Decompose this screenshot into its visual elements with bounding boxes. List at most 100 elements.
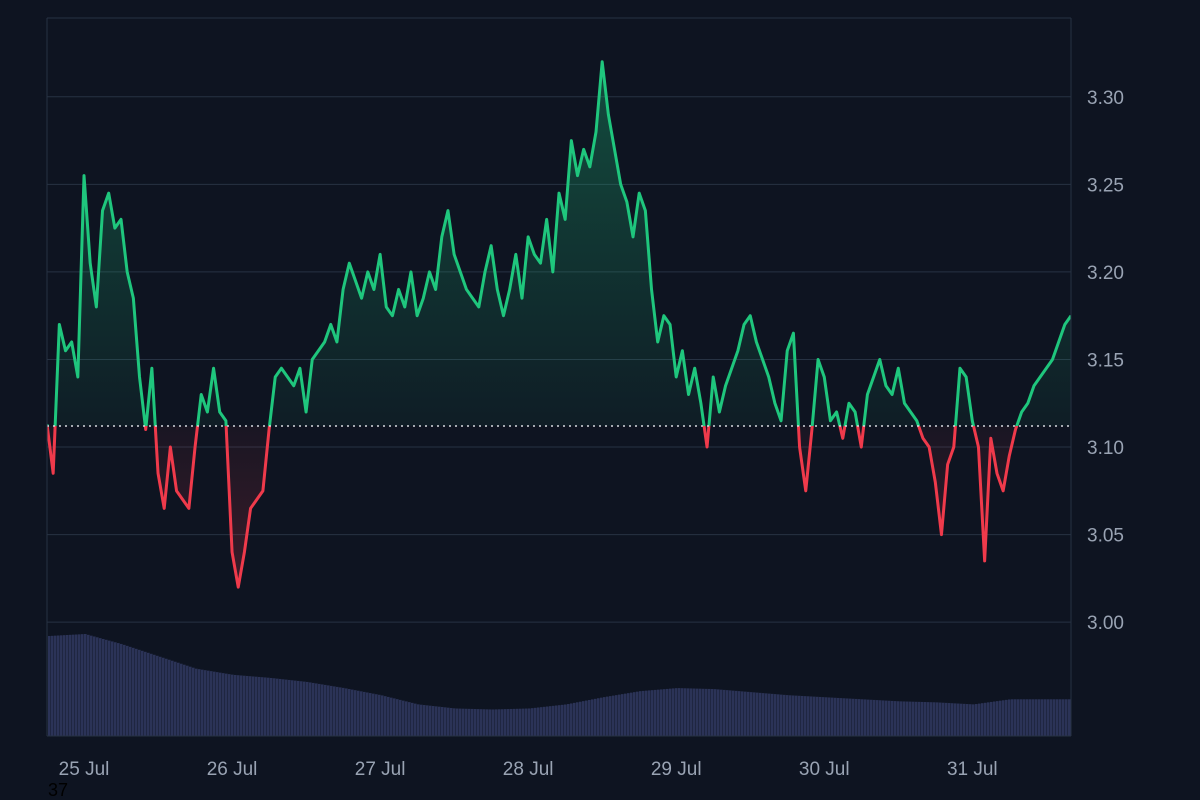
volume-bar <box>81 634 84 736</box>
volume-bar <box>906 701 909 736</box>
volume-bar <box>213 671 216 736</box>
volume-bar <box>1026 699 1029 736</box>
volume-bar <box>993 701 996 736</box>
volume-bar <box>246 675 249 736</box>
volume-bar <box>954 703 957 736</box>
volume-bar <box>279 678 282 736</box>
volume-bar <box>741 691 744 736</box>
volume-bar <box>762 693 765 736</box>
volume-bar <box>705 688 708 736</box>
volume-bar <box>480 709 483 736</box>
volume-bar <box>708 688 711 736</box>
volume-bar <box>366 692 369 736</box>
volume-bar <box>792 695 795 736</box>
volume-bar <box>681 688 684 736</box>
volume-bar <box>903 701 906 736</box>
volume-bar <box>840 698 843 736</box>
volume-bar <box>363 691 366 736</box>
volume-bar <box>546 706 549 736</box>
volume-bar <box>603 697 606 736</box>
volume-bar <box>1047 699 1050 736</box>
price-area <box>47 61 1071 588</box>
volume-bar <box>780 694 783 736</box>
volume-bar <box>1020 699 1023 736</box>
volume-bar <box>420 704 423 736</box>
volume-bar <box>510 708 513 736</box>
volume-bar <box>105 639 108 736</box>
volume-bar <box>618 694 621 736</box>
volume-bar <box>1041 699 1044 736</box>
volume-bar <box>78 634 81 736</box>
line-above-baseline <box>47 60 1071 427</box>
volume-bar <box>561 704 564 736</box>
volume-bar <box>642 690 645 736</box>
volume-bar <box>717 689 720 736</box>
volume-bar <box>678 688 681 736</box>
volume-bar <box>732 690 735 736</box>
volume-bar <box>816 696 819 736</box>
volume-bar <box>189 666 192 736</box>
volume-bar <box>519 708 522 736</box>
volume-bar <box>306 681 309 736</box>
volume-bar <box>348 689 351 736</box>
volume-bar <box>507 709 510 736</box>
volume-bar <box>861 699 864 736</box>
volume-bar <box>690 688 693 736</box>
y-tick-label: 3.25 <box>1087 175 1124 196</box>
volume-bar <box>258 676 261 736</box>
volume-bar <box>636 691 639 736</box>
volume-bar <box>669 688 672 736</box>
volume-bar <box>990 701 993 736</box>
volume-bar <box>699 688 702 736</box>
corner-number-label: 37 <box>48 780 69 800</box>
volume-bar <box>474 709 477 736</box>
volume-bar <box>1044 699 1047 736</box>
volume-bar <box>384 696 387 736</box>
volume-bar <box>750 692 753 736</box>
volume-bar <box>1059 699 1062 736</box>
volume-bar <box>282 679 285 736</box>
volume-bar <box>804 696 807 736</box>
volume-bar <box>51 635 54 736</box>
volume-bar <box>114 642 117 736</box>
volume-bar <box>765 693 768 736</box>
volume-bar <box>450 708 453 736</box>
volume-bar <box>357 690 360 736</box>
volume-bar <box>1056 699 1059 736</box>
volume-bar <box>927 702 930 736</box>
volume-bar <box>573 702 576 736</box>
volume-bar <box>975 704 978 736</box>
volume-bar <box>513 708 516 736</box>
volume-bar <box>162 657 165 736</box>
volume-bar <box>630 692 633 736</box>
volume-bar <box>93 636 96 736</box>
volume-bar <box>438 706 441 736</box>
volume-bar <box>945 702 948 736</box>
volume-bar <box>300 681 303 736</box>
y-axis-labels: 3.00 3.05 3.10 3.15 3.20 3.25 3.30 <box>1087 88 1124 634</box>
volume-bar <box>930 702 933 736</box>
volume-bar <box>405 701 408 736</box>
volume-bar <box>255 676 258 736</box>
volume-bar <box>969 704 972 736</box>
volume-bar <box>537 707 540 736</box>
volume-bar <box>321 684 324 736</box>
volume-bar <box>567 704 570 736</box>
volume-bar <box>126 645 129 736</box>
volume-bar <box>1017 699 1020 736</box>
volume-bar <box>228 674 231 736</box>
volume-bar <box>222 673 225 736</box>
volume-bar <box>684 688 687 736</box>
volume-bar <box>285 679 288 736</box>
volume-bar <box>942 702 945 736</box>
volume-bar <box>924 702 927 736</box>
volume-bar <box>921 701 924 736</box>
volume-bar <box>144 651 147 736</box>
volume-bar <box>252 676 255 736</box>
volume-bar <box>882 700 885 736</box>
volume-bar <box>360 691 363 736</box>
volume-bar <box>825 697 828 736</box>
volume-bar <box>288 679 291 736</box>
volume-bar <box>1035 699 1038 736</box>
